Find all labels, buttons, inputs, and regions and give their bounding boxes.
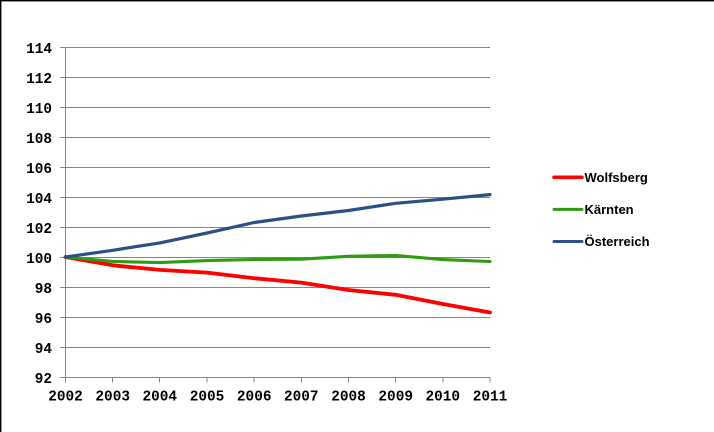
svg-text:2006: 2006 [237,390,272,406]
svg-text:102: 102 [26,222,52,238]
svg-text:106: 106 [26,162,52,178]
svg-text:114: 114 [26,42,52,58]
svg-text:2003: 2003 [95,390,130,406]
svg-text:2004: 2004 [143,390,178,406]
svg-text:110: 110 [26,102,52,118]
svg-text:104: 104 [26,192,52,208]
svg-text:92: 92 [35,372,52,388]
svg-text:Österreich: Österreich [585,234,650,249]
svg-text:2009: 2009 [378,390,413,406]
svg-text:2011: 2011 [473,390,508,406]
svg-text:94: 94 [35,342,53,358]
svg-text:2002: 2002 [48,390,83,406]
svg-text:2005: 2005 [190,390,225,406]
svg-text:2007: 2007 [284,390,319,406]
svg-text:96: 96 [35,312,52,328]
svg-text:100: 100 [26,252,52,268]
svg-text:2008: 2008 [331,390,366,406]
svg-text:108: 108 [26,132,52,148]
svg-text:Wolfsberg: Wolfsberg [585,170,648,185]
svg-text:98: 98 [35,282,52,298]
svg-text:2010: 2010 [426,390,461,406]
svg-text:112: 112 [26,72,52,88]
svg-text:Kärnten: Kärnten [585,202,634,217]
